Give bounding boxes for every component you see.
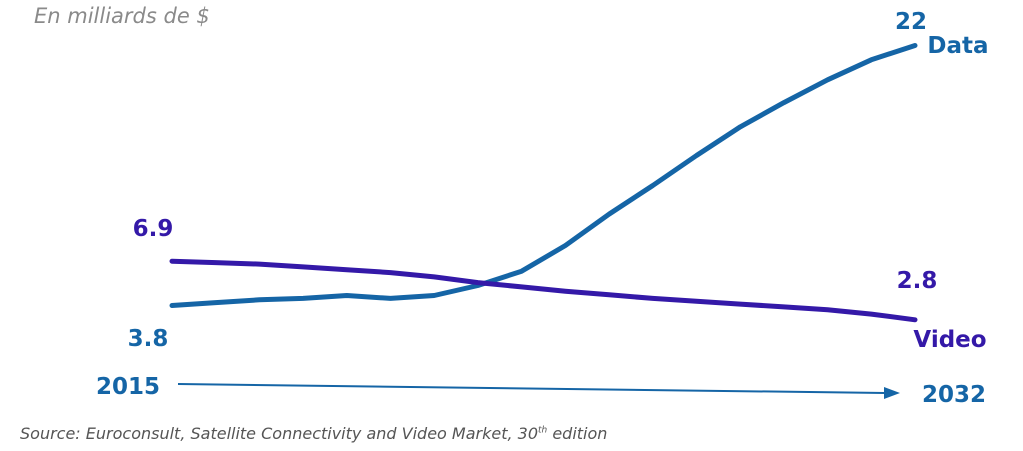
source-superscript: th [538, 425, 548, 436]
video-series-name: Video [913, 327, 986, 353]
axis-start-label: 2015 [96, 374, 160, 400]
series-line-video [169, 258, 918, 323]
video-end-label: 2.8 [897, 268, 938, 294]
data-series-name: Data [927, 33, 988, 59]
time-axis-arrowhead [884, 387, 900, 399]
series-lines [169, 43, 918, 323]
source-text-end: edition [547, 424, 608, 443]
data-end-label: 22 [895, 9, 927, 35]
source-note: Source: Euroconsult, Satellite Connectiv… [20, 424, 607, 443]
source-text: Source: Euroconsult, Satellite Connectiv… [20, 424, 539, 443]
time-axis-line [177, 383, 886, 394]
time-axis [177, 383, 900, 399]
unit-note: En milliards de $ [34, 4, 210, 28]
video-start-label: 6.9 [133, 216, 174, 242]
data-start-label: 3.8 [128, 326, 169, 352]
series-line-data [169, 43, 918, 308]
axis-end-label: 2032 [922, 382, 986, 408]
